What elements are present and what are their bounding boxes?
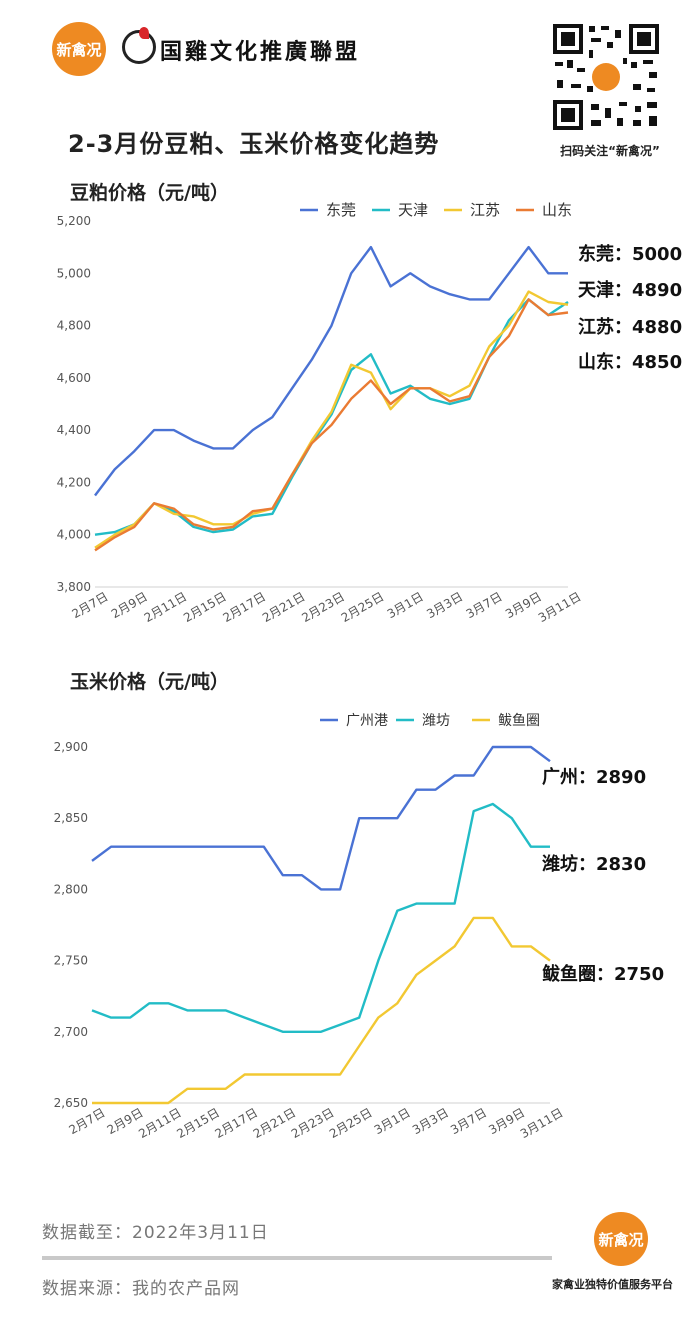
series-line-1 bbox=[91, 745, 551, 891]
x-tick-label: 3月3日 bbox=[410, 1105, 451, 1137]
legend-label: 广州港 bbox=[346, 713, 388, 729]
data-source: 数据来源：我的农产品网 bbox=[42, 1279, 240, 1299]
x-tick-label: 2月7日 bbox=[66, 1105, 107, 1137]
y-tick-label: 2,650 bbox=[54, 1096, 88, 1110]
x-tick-label: 3月7日 bbox=[464, 589, 505, 621]
x-tick-label: 3月11日 bbox=[518, 1105, 566, 1141]
legend-label: 天津 bbox=[398, 201, 428, 219]
y-tick-label: 4,000 bbox=[57, 528, 91, 542]
x-tick-label: 2月11日 bbox=[142, 589, 190, 625]
x-tick-label: 2月15日 bbox=[174, 1105, 222, 1141]
series-line-2 bbox=[91, 802, 550, 1033]
y-tick-label: 2,750 bbox=[54, 954, 88, 968]
series-line-1 bbox=[94, 245, 568, 497]
series-line-3 bbox=[94, 290, 569, 549]
value-annotation: 潍坊：2830 bbox=[542, 853, 646, 875]
y-tick-label: 4,400 bbox=[57, 423, 91, 437]
y-tick-label: 5,200 bbox=[57, 214, 91, 228]
chart1-title: 豆粕价格（元/吨） bbox=[70, 182, 229, 204]
divider bbox=[42, 1256, 552, 1260]
footer-logo: 新禽况 bbox=[594, 1212, 648, 1266]
x-tick-label: 2月11日 bbox=[136, 1105, 184, 1141]
y-tick-label: 5,000 bbox=[57, 266, 91, 280]
series-line-2 bbox=[94, 298, 569, 536]
legend-label: 东莞 bbox=[326, 201, 356, 219]
qr-code bbox=[551, 22, 661, 132]
soymeal-price-chart: 3,800 4,000 4,200 4,400 4,600 4,800 5,000 5,200… bbox=[57, 201, 682, 625]
y-tick-label: 2,700 bbox=[54, 1025, 88, 1039]
value-annotation: 山东：4850 bbox=[578, 351, 682, 373]
x-tick-label: 3月1日 bbox=[372, 1105, 413, 1137]
chart2-title: 玉米价格（元/吨） bbox=[70, 671, 229, 693]
y-tick-label: 2,850 bbox=[54, 811, 88, 825]
org-name: 国雞文化推廣聯盟 bbox=[160, 39, 361, 65]
legend-label: 潍坊 bbox=[422, 713, 450, 729]
y-tick-label: 4,600 bbox=[57, 371, 91, 385]
y-tick-label: 3,800 bbox=[57, 580, 91, 594]
x-tick-label: 3月1日 bbox=[385, 589, 426, 621]
y-tick-label: 4,200 bbox=[57, 475, 91, 489]
series-line-3 bbox=[92, 916, 551, 1105]
x-tick-label: 2月25日 bbox=[327, 1105, 375, 1141]
x-tick-label: 2月15日 bbox=[181, 589, 229, 625]
footer-logo-text: 新禽况 bbox=[598, 1230, 644, 1249]
brand-logo-text: 新禽况 bbox=[56, 40, 102, 59]
rooster-icon bbox=[122, 27, 156, 64]
brand-logo: 新禽况 bbox=[52, 22, 106, 76]
legend-label: 山东 bbox=[542, 201, 572, 219]
x-tick-label: 2月7日 bbox=[69, 589, 110, 621]
value-annotation: 鲅鱼圈：2750 bbox=[542, 963, 664, 985]
x-tick-label: 2月23日 bbox=[299, 589, 347, 625]
value-annotation: 江苏：4880 bbox=[578, 316, 682, 338]
legend-label: 江苏 bbox=[470, 201, 500, 219]
x-tick-label: 2月17日 bbox=[221, 589, 269, 625]
y-tick-label: 2,900 bbox=[54, 740, 88, 754]
series-line-4 bbox=[94, 298, 569, 552]
footer-slogan: 家禽业独特价值服务平台 bbox=[552, 1278, 673, 1291]
x-tick-label: 3月7日 bbox=[448, 1105, 489, 1137]
value-annotation: 天津：4890 bbox=[578, 279, 682, 301]
value-annotation: 东莞：5000 bbox=[578, 243, 682, 265]
data-date: 数据截至：2022年3月11日 bbox=[42, 1223, 269, 1243]
x-tick-label: 3月3日 bbox=[424, 589, 465, 621]
legend-label: 鲅鱼圈 bbox=[498, 712, 540, 729]
x-tick-label: 3月11日 bbox=[536, 589, 584, 625]
page-title: 2-3月份豆粕、玉米价格变化趋势 bbox=[68, 130, 440, 158]
x-tick-label: 2月17日 bbox=[213, 1105, 261, 1141]
qr-caption: 扫码关注“新禽况” bbox=[560, 144, 660, 158]
x-tick-label: 2月23日 bbox=[289, 1105, 337, 1141]
x-tick-label: 2月21日 bbox=[260, 589, 308, 625]
x-tick-label: 2月25日 bbox=[339, 589, 387, 625]
corn-price-chart: 2,6502,7002,7502,8002,8502,9002月7日2月9日2月… bbox=[54, 712, 664, 1141]
y-tick-label: 2,800 bbox=[54, 882, 88, 896]
y-tick-label: 4,800 bbox=[57, 319, 91, 333]
x-tick-label: 2月21日 bbox=[251, 1105, 299, 1141]
value-annotation: 广州：2890 bbox=[542, 766, 646, 788]
